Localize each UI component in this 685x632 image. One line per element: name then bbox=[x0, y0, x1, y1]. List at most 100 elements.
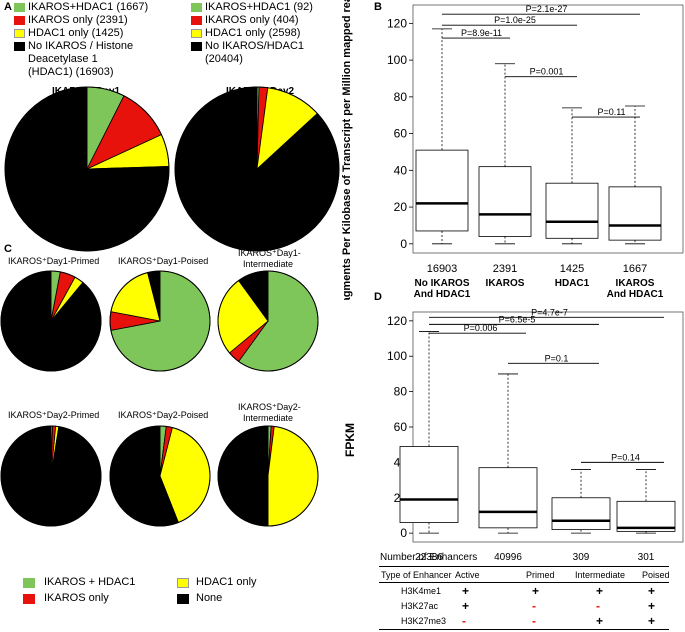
category-label: And HDAC1 bbox=[414, 289, 471, 300]
pie-slice bbox=[0, 425, 102, 527]
box bbox=[616, 500, 676, 532]
pie-title-c5: IKAROS⁺Day2-Poised bbox=[118, 410, 209, 420]
mark-presence-cell: + bbox=[648, 584, 656, 598]
pvalue-label: P=0.006 bbox=[464, 323, 498, 333]
legend-item: IKAROS only bbox=[44, 592, 109, 604]
pie-outline bbox=[0, 425, 102, 527]
enhancer-count: 301 bbox=[638, 552, 655, 560]
table-header-active: Active bbox=[455, 570, 480, 580]
legend-item: IKAROS only (404) bbox=[205, 14, 299, 26]
legend-swatch-yellow bbox=[14, 29, 25, 38]
legend-item: No IKAROS/HDAC1 bbox=[205, 40, 305, 52]
box bbox=[478, 166, 532, 237]
panel-a-letter: A bbox=[4, 1, 12, 13]
pie-title-c6a: IKAROS⁺Day2- bbox=[238, 402, 301, 412]
category-label: And HDAC1 bbox=[607, 289, 664, 300]
y-tick-label: 80 bbox=[394, 90, 408, 104]
panel-b-letter: B bbox=[374, 1, 382, 13]
legend-item: HDAC1 only (1425) bbox=[28, 27, 124, 39]
legend-swatch-red bbox=[23, 594, 35, 604]
pie-slice bbox=[0, 270, 102, 372]
mark-presence-cell: + bbox=[596, 584, 604, 598]
pie-title-c3a: IKAROS⁺Day1- bbox=[238, 248, 301, 258]
legend-item: IKAROS+HDAC1 (92) bbox=[205, 1, 313, 13]
legend-item: HDAC1 only bbox=[196, 576, 257, 588]
pie-title-c4: IKAROS⁺Day2-Primed bbox=[8, 410, 100, 420]
pie-outline bbox=[4, 86, 170, 252]
pie-title-c3b: Intermediate bbox=[243, 259, 294, 269]
pvalue-label: P=0.11 bbox=[597, 107, 625, 117]
legend-item: (HDAC1) (16903) bbox=[28, 66, 114, 78]
pvalue-label: P=8.9e-11 bbox=[461, 28, 502, 38]
mark-presence-cell: + bbox=[532, 584, 540, 598]
y-tick-label: 60 bbox=[394, 420, 408, 434]
mark-presence-cell: + bbox=[648, 599, 656, 613]
table-rule-mid bbox=[379, 582, 669, 583]
legend-item: (20404) bbox=[205, 53, 243, 65]
y-axis-label: FPKM bbox=[343, 423, 357, 457]
mark-presence-cell: - bbox=[596, 599, 600, 613]
box bbox=[415, 149, 469, 232]
table-header-type: Type of Enhancer bbox=[381, 570, 452, 580]
pie-outline bbox=[174, 86, 340, 252]
y-tick-label: 120 bbox=[387, 16, 407, 30]
gene-count-label: 2391 bbox=[493, 263, 517, 275]
legend-swatch-yellow bbox=[191, 29, 202, 38]
y-tick-label: 0 bbox=[400, 237, 407, 251]
legend-item: IKAROS+HDAC1 (1667) bbox=[28, 1, 149, 13]
panel-d-letter: D bbox=[374, 291, 382, 303]
y-tick-label: 20 bbox=[394, 200, 408, 214]
pie-title-c6b: Intermediate bbox=[243, 413, 294, 423]
pvalue-label: P=4.7e-7 bbox=[531, 307, 568, 317]
legend-swatch-yellow bbox=[177, 578, 189, 588]
legend-swatch-black bbox=[177, 594, 189, 604]
y-tick-label: 60 bbox=[394, 127, 408, 141]
enhancer-count: 22386 bbox=[415, 552, 443, 560]
category-label: IKAROS bbox=[486, 278, 525, 289]
legend-item: No IKAROS / Histone bbox=[28, 40, 134, 52]
pvalue-label: P=6.5e-5 bbox=[499, 314, 536, 324]
table-header-intermediate: Intermediate bbox=[575, 570, 626, 580]
pie-outline bbox=[109, 425, 211, 527]
legend-item: HDAC1 only (2598) bbox=[205, 27, 301, 39]
mark-presence-cell: - bbox=[532, 599, 536, 613]
legend-swatch-green bbox=[14, 3, 25, 12]
pie-title-c2: IKAROS⁺Day1-Poised bbox=[118, 256, 209, 266]
boxplot-d: 020406080100120P=4.7e-7P=6.5e-5P=0.006P=… bbox=[343, 307, 684, 560]
legend-item: IKAROS + HDAC1 bbox=[44, 576, 136, 588]
mark-presence-cell: - bbox=[532, 614, 536, 628]
pvalue-label: P=0.14 bbox=[611, 452, 640, 462]
y-tick-label: 0 bbox=[400, 526, 407, 540]
table-header-poised: Poised bbox=[642, 570, 670, 580]
pie-outline bbox=[217, 425, 319, 527]
pie-slice bbox=[217, 425, 269, 527]
y-axis-label: Fragments Per Kilobase of Transcript per… bbox=[341, 0, 353, 300]
table-header-primed: Primed bbox=[526, 570, 555, 580]
plot-frame bbox=[412, 4, 684, 254]
y-tick-label: 40 bbox=[394, 163, 408, 177]
legend-swatch-green bbox=[23, 578, 35, 588]
enhancer-count: 309 bbox=[573, 552, 590, 560]
y-tick-label: 100 bbox=[387, 53, 407, 67]
legend-swatch-red bbox=[191, 16, 202, 25]
enhancer-count: 40996 bbox=[494, 552, 522, 560]
y-tick-label: 100 bbox=[387, 349, 407, 363]
y-tick-label: 80 bbox=[394, 385, 408, 399]
mark-presence-cell: - bbox=[462, 614, 466, 628]
category-label: No IKAROS bbox=[415, 278, 470, 289]
box bbox=[608, 186, 662, 241]
pvalue-label: P=0.001 bbox=[530, 67, 564, 77]
gene-count-label: 1667 bbox=[623, 263, 647, 275]
pie-title-c1: IKAROS⁺Day1-Primed bbox=[8, 256, 100, 266]
histone-mark-label: H3K27ac bbox=[401, 601, 439, 611]
mark-presence-cell: + bbox=[462, 599, 470, 613]
pie-slice bbox=[267, 425, 319, 527]
enhancer-count-label: Number of Enhancers bbox=[380, 552, 477, 560]
box bbox=[399, 446, 459, 523]
table-rule-bottom bbox=[379, 629, 669, 630]
histone-mark-label: H3K27me3 bbox=[401, 616, 447, 626]
pvalue-label: P=1.0e-25 bbox=[494, 15, 536, 25]
legend-swatch-black bbox=[191, 42, 202, 51]
y-tick-label: 120 bbox=[387, 314, 407, 328]
pie-outline bbox=[109, 270, 211, 372]
